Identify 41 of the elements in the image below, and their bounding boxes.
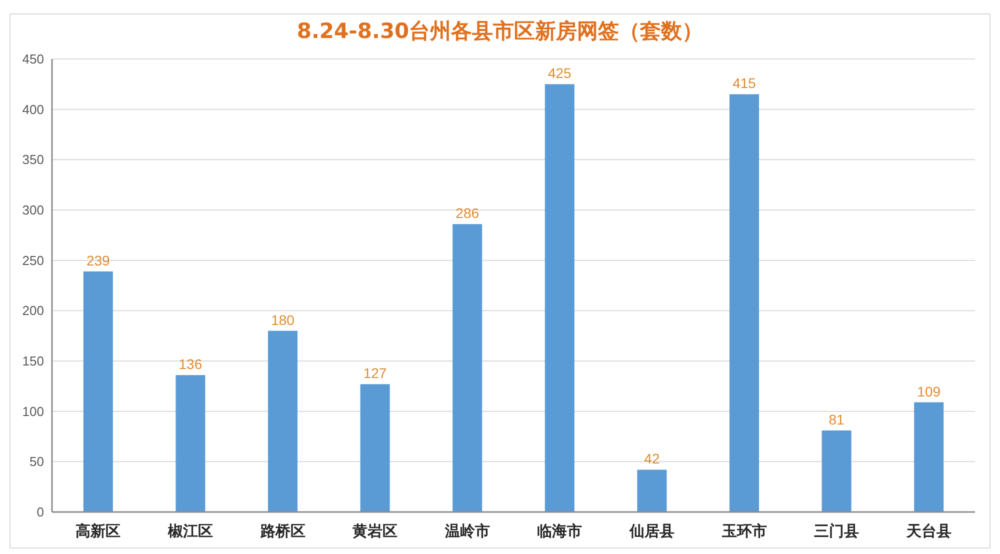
data-label: 136: [178, 356, 202, 372]
x-tick-label: 路桥区: [259, 522, 306, 540]
x-tick-label: 三门县: [814, 522, 860, 540]
y-tick-label: 100: [22, 404, 44, 419]
bar: [822, 430, 852, 512]
bar: [268, 330, 298, 512]
x-tick-label: 椒江区: [166, 522, 213, 540]
bar: [544, 84, 574, 512]
data-label: 127: [363, 365, 387, 382]
data-label: 286: [456, 205, 480, 222]
bar: [729, 94, 760, 512]
chart-title: 8.24-8.30台州各县市区新房网签（套数）: [296, 19, 704, 43]
bar: [452, 224, 482, 512]
data-label: 81: [828, 411, 845, 428]
x-tick-label: 天台县: [905, 522, 952, 540]
data-label: 109: [917, 383, 941, 400]
x-tick-label: 仙居县: [628, 522, 674, 540]
bar: [637, 470, 667, 512]
y-tick-label: 150: [22, 354, 44, 369]
y-tick-label: 350: [22, 152, 44, 168]
data-label: 425: [548, 65, 572, 82]
x-tick-label: 黄岩区: [352, 522, 398, 540]
x-tick-label: 临海市: [537, 522, 582, 540]
y-tick-label: 50: [30, 454, 44, 470]
data-label: 180: [271, 312, 295, 328]
x-tick-label: 温岭市: [444, 522, 490, 540]
y-tick-label: 400: [22, 102, 44, 117]
data-label: 415: [732, 75, 756, 92]
data-label: 42: [644, 450, 660, 467]
y-tick-label: 450: [22, 52, 44, 67]
bar: [176, 375, 206, 512]
x-tick-label: 玉环市: [720, 522, 767, 540]
bar: [914, 402, 944, 512]
y-tick-label: 300: [22, 202, 44, 218]
y-tick-label: 200: [22, 303, 44, 318]
data-label: 239: [86, 252, 110, 268]
y-tick-label: 0: [36, 504, 44, 520]
y-tick-label: 250: [22, 252, 44, 268]
x-tick-label: 高新区: [76, 522, 121, 540]
bar: [83, 271, 113, 512]
bar: [360, 384, 390, 512]
